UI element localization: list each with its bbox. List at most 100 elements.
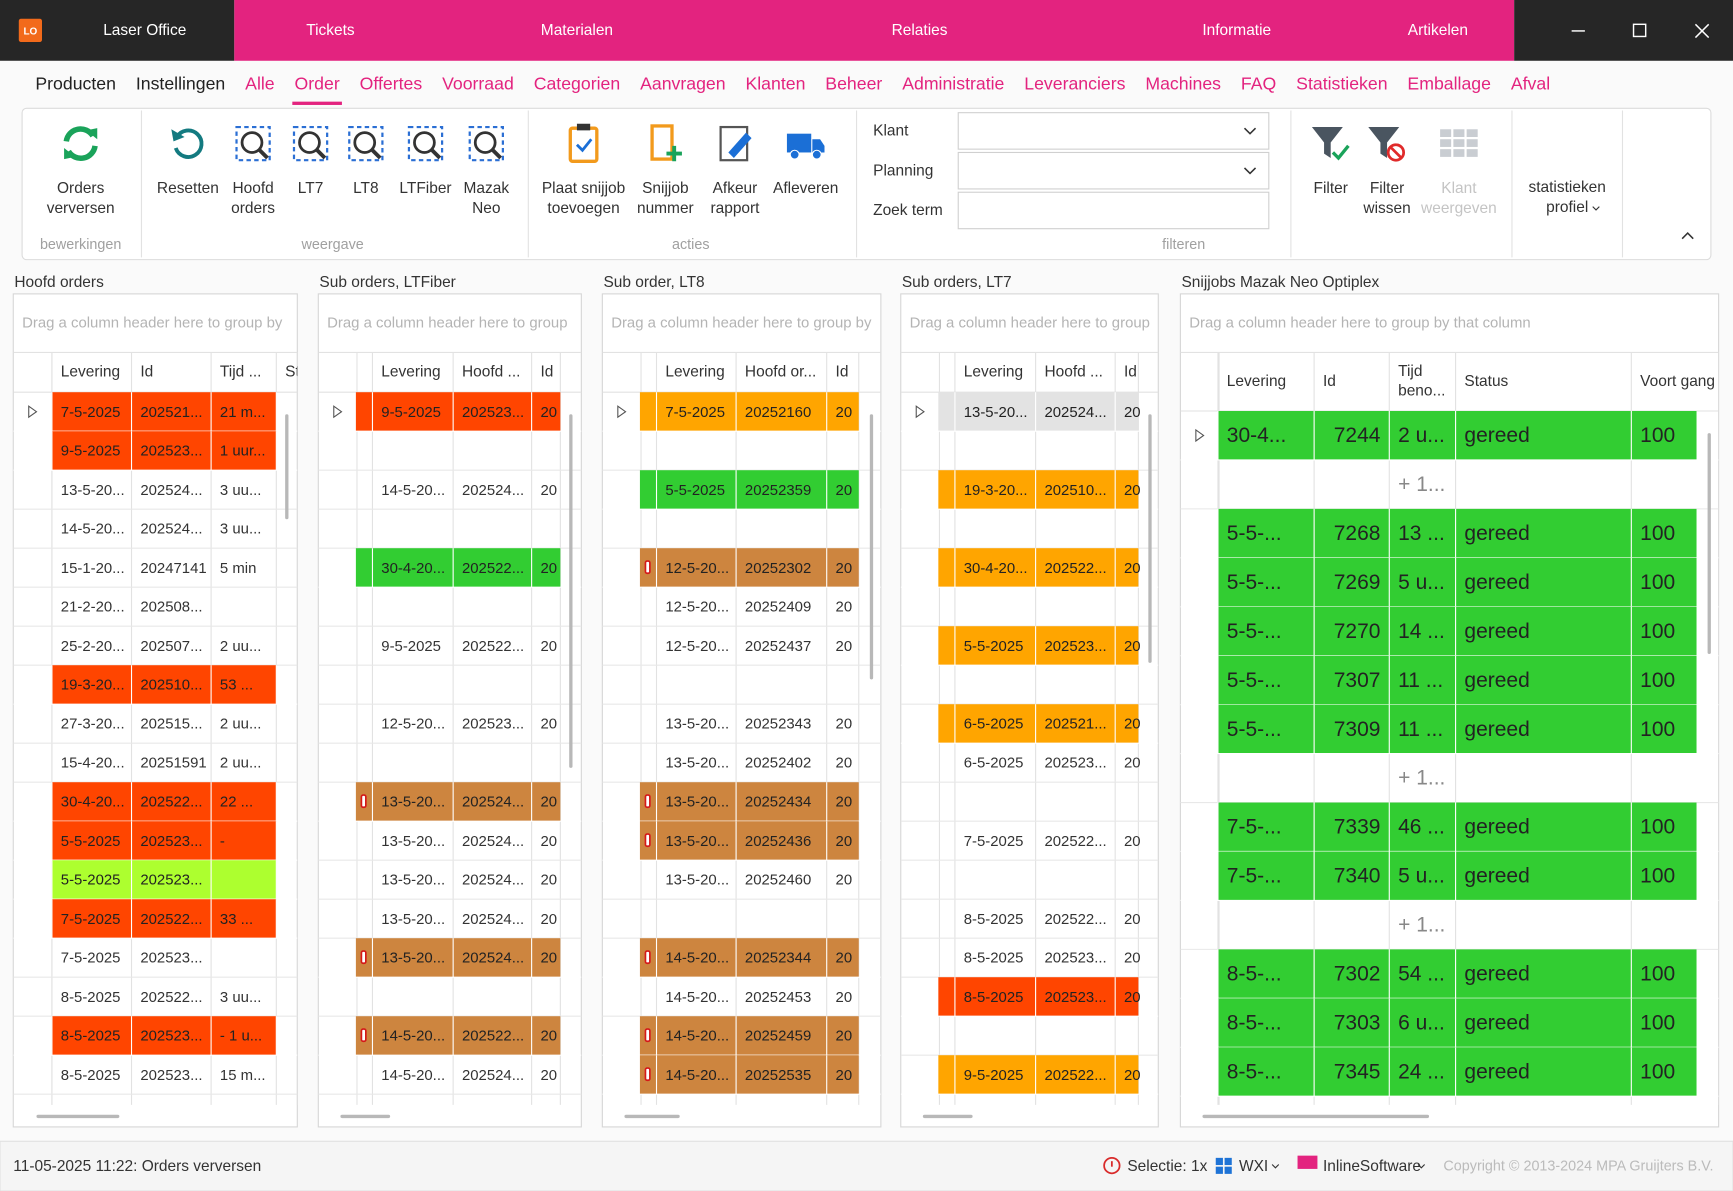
ribbon-button-label[interactable]: Mazak	[464, 180, 510, 197]
tab[interactable]: Order	[295, 74, 340, 94]
nav-item[interactable]: Relaties	[892, 22, 948, 39]
v-scroll-thumb[interactable]	[1148, 414, 1152, 663]
tab[interactable]: Beheer	[825, 74, 882, 94]
expand-arrow[interactable]	[28, 405, 38, 419]
column-header[interactable]: Tijd ...	[220, 363, 262, 380]
maximize[interactable]	[1632, 23, 1647, 38]
filter-input[interactable]	[957, 112, 1270, 150]
h-scroll-thumb[interactable]	[340, 1114, 391, 1119]
panel-title: Snijjobs Mazak Neo Optiplex	[1181, 274, 1379, 291]
column-header[interactable]: Levering	[381, 363, 440, 380]
row-fill	[51, 782, 277, 822]
h-scroll-thumb[interactable]	[624, 1114, 680, 1119]
expand-arrow[interactable]	[333, 405, 343, 419]
ribbon-button-label[interactable]: wissen	[1362, 200, 1410, 217]
column-header[interactable]: Id	[836, 363, 849, 380]
column-header[interactable]: Id	[540, 363, 553, 380]
ribbon-icon	[1368, 127, 1406, 162]
tab[interactable]: Administratie	[902, 74, 1004, 94]
ribbon-button-label[interactable]: Afkeur	[713, 180, 758, 197]
column-header[interactable]: Sta	[285, 363, 309, 380]
v-scroll-thumb[interactable]	[285, 414, 289, 520]
nav-item[interactable]: Informatie	[1202, 22, 1271, 39]
tab[interactable]: Voorraad	[442, 74, 514, 94]
tab[interactable]: Offertes	[360, 74, 423, 94]
column-header[interactable]: Levering	[61, 363, 120, 380]
nav-item[interactable]: Materialen	[541, 22, 613, 39]
column-header[interactable]: Hoofd ...	[1044, 363, 1102, 380]
column-header[interactable]: Status	[1464, 373, 1508, 390]
column-header[interactable]: Hoofd or...	[745, 363, 816, 380]
tab[interactable]: Afval	[1511, 74, 1550, 94]
cell: 202524...	[462, 1068, 524, 1084]
icon-part	[1466, 149, 1478, 157]
ribbon-icon	[348, 125, 384, 162]
tab[interactable]: Emballage	[1407, 74, 1491, 94]
tab[interactable]: Klanten	[745, 74, 805, 94]
tab[interactable]: Aanvragen	[640, 74, 726, 94]
h-scroll-thumb[interactable]	[36, 1114, 120, 1119]
tab[interactable]: Alle	[245, 74, 275, 94]
column-header[interactable]: Id	[1323, 373, 1336, 390]
cell: 15-4-20...	[61, 756, 125, 772]
tab[interactable]: Statistieken	[1296, 74, 1387, 94]
ribbon-button-label[interactable]: Orders	[57, 180, 105, 197]
ribbon-button-label[interactable]: rapport	[710, 200, 760, 217]
column-header[interactable]: Id	[1124, 363, 1137, 380]
column-header[interactable]: beno...	[1398, 383, 1445, 400]
status-theme[interactable]: WXI	[1239, 1158, 1268, 1175]
ribbon-button-label[interactable]: LTFiber	[399, 180, 451, 197]
ribbon-button-label[interactable]: Resetten	[157, 180, 219, 197]
status-user[interactable]: InlineSoftware	[1323, 1158, 1421, 1175]
expand-arrow[interactable]	[1195, 428, 1205, 443]
column-header[interactable]: Hoofd ...	[462, 363, 520, 380]
ribbon-button-label[interactable]: Afleveren	[773, 180, 838, 197]
expand-arrow[interactable]	[915, 405, 925, 419]
ribbon-button-label[interactable]: LT8	[353, 180, 379, 197]
ribbon-button-label[interactable]: toevoegen	[547, 200, 619, 217]
tab[interactable]: Instellingen	[136, 74, 225, 94]
status-selection[interactable]: Selectie: 1x	[1127, 1158, 1207, 1175]
tab[interactable]: Machines	[1145, 74, 1221, 94]
column-header[interactable]: Voort gang	[1640, 373, 1715, 390]
ribbon-button-label[interactable]: statistieken	[1529, 179, 1606, 196]
tab[interactable]: FAQ	[1241, 74, 1276, 94]
ribbon-button-label[interactable]: Hoofd	[232, 180, 273, 197]
filter-input[interactable]	[957, 191, 1270, 230]
column-header[interactable]: Tijd	[1398, 363, 1422, 380]
tab[interactable]: Producten	[35, 74, 116, 94]
v-scroll-thumb[interactable]	[1707, 433, 1711, 655]
column-header[interactable]: Levering	[964, 363, 1023, 380]
ribbon-button-label[interactable]: orders	[231, 200, 275, 217]
row-fill	[51, 665, 277, 705]
ribbon-button-label[interactable]: nummer	[637, 200, 694, 217]
close[interactable]	[1694, 23, 1710, 39]
filter-input[interactable]	[957, 151, 1270, 190]
row-fill	[938, 392, 1139, 432]
ribbon-button-label[interactable]: Filter	[1370, 180, 1404, 197]
tab[interactable]: Leveranciers	[1024, 74, 1125, 94]
ribbon-button-label[interactable]: LT7	[298, 180, 324, 197]
nav-item[interactable]: Artikelen	[1408, 22, 1468, 39]
ribbon-button-label[interactable]: Plaat snijjob	[542, 180, 625, 197]
ribbon-button-label[interactable]: Snijjob	[642, 180, 688, 197]
collapse-ribbon[interactable]	[1681, 232, 1694, 240]
column-header[interactable]: Levering	[665, 363, 724, 380]
tab[interactable]: Categorien	[534, 74, 620, 94]
v-scroll-thumb[interactable]	[569, 414, 573, 768]
ribbon-button-label[interactable]: Neo	[472, 200, 500, 217]
h-scroll-thumb[interactable]	[922, 1114, 973, 1119]
ribbon-icon	[786, 133, 825, 160]
row-fill	[51, 821, 277, 861]
column-header[interactable]: Id	[140, 363, 153, 380]
cell: 100	[1640, 865, 1675, 888]
cell: 20252460	[745, 873, 811, 889]
h-scroll-thumb[interactable]	[1202, 1114, 1430, 1119]
ribbon-button-label[interactable]: profiel	[1546, 199, 1588, 216]
expand-arrow[interactable]	[617, 405, 627, 419]
nav-item[interactable]: Tickets	[306, 22, 355, 39]
v-scroll-thumb[interactable]	[869, 414, 874, 680]
ribbon-button-label[interactable]: verversen	[47, 200, 115, 217]
column-header[interactable]: Levering	[1227, 373, 1286, 390]
ribbon-button-label[interactable]: Filter	[1314, 180, 1348, 197]
